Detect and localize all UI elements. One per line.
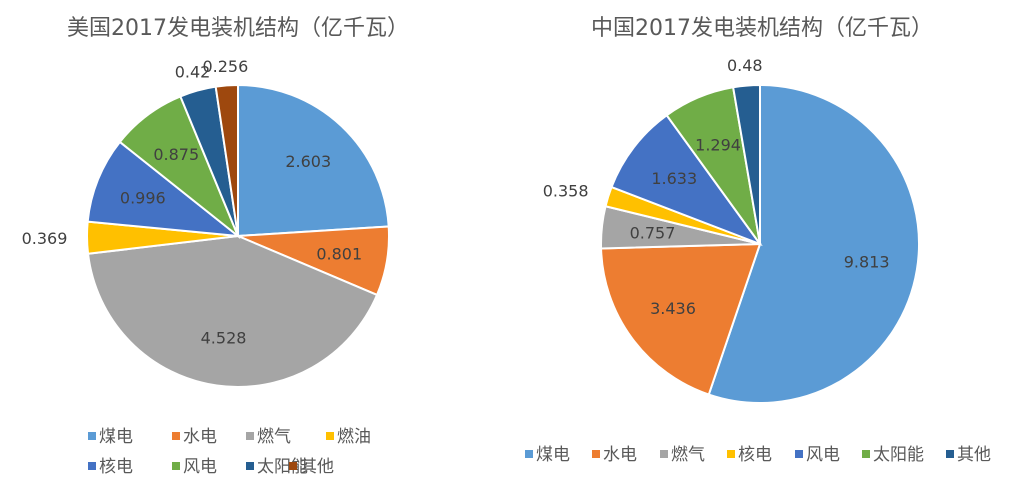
data-label-4: 1.633 [651,169,697,188]
pie-slice-0 [707,83,921,404]
legend-label-7: 其他 [300,457,334,477]
pie-slice-7 [214,83,239,237]
legend-label-0: 煤电 [99,427,133,447]
legend-swatch-3 [326,432,334,440]
data-label-1: 0.801 [316,244,362,263]
chart-title-china: 中国2017发电装机结构（亿千瓦） [591,16,933,41]
legend-swatch-5 [862,450,870,458]
data-label-0: 2.603 [285,152,331,171]
pie-slice-2 [86,234,379,388]
data-label-3: 0.358 [543,181,589,200]
data-label-2: 4.528 [201,329,247,348]
data-label-3: 0.369 [22,229,68,248]
legend-label-3: 核电 [738,445,772,465]
legend-label-2: 燃气 [257,427,291,447]
legend-label-4: 风电 [806,445,840,465]
data-label-7: 0.256 [202,57,248,76]
legend-label-6: 其他 [957,445,991,465]
legend-swatch-0 [525,450,533,458]
legend-swatch-2 [660,450,668,458]
legend-swatch-6 [246,462,254,470]
legend-label-4: 核电 [99,457,133,477]
legend-swatch-4 [795,450,803,458]
data-label-5: 1.294 [695,135,741,154]
pie-slice-0 [237,83,390,238]
data-label-2: 0.757 [630,224,676,243]
legend-china: 煤电 水电 燃气 核电 风电 太阳能 其他 [525,445,991,465]
data-label-4: 0.996 [120,189,166,208]
data-label-1: 3.436 [650,299,696,318]
pie-us: 2.603 0.801 4.528 0.369 0.996 0.875 0.420.256 [22,57,390,388]
chart-title-us: 美国2017发电装机结构（亿千瓦） [67,16,409,41]
legend-swatch-6 [946,450,954,458]
legend-label-5: 太阳能 [873,445,924,465]
legend-swatch-3 [727,450,735,458]
legend-label-2: 燃气 [671,445,705,465]
pie-slice-4 [86,140,242,238]
data-label-5: 0.875 [153,145,199,164]
legend-label-1: 水电 [183,427,217,447]
legend-swatch-2 [246,432,254,440]
legend-swatch-0 [88,432,96,440]
legend-swatch-1 [592,450,600,458]
pie-slice-4 [610,113,763,247]
pie-china: 9.813 3.436 0.757 0.358 1.633 1.294 0.48 [543,56,921,404]
data-label-0: 9.813 [844,253,890,272]
legend-label-5: 风电 [183,457,217,477]
legend-swatch-1 [172,432,180,440]
pie-slice-6 [731,83,761,245]
pie-slice-1 [600,242,762,396]
legend-label-1: 水电 [603,445,637,465]
legend-label-3: 燃油 [337,427,371,447]
legend-swatch-7 [289,462,297,470]
legend-label-0: 煤电 [536,445,570,465]
data-label-6: 0.48 [727,56,763,75]
legend-swatch-5 [172,462,180,470]
legend-swatch-4 [88,462,96,470]
data-label-6: 0.42 [175,63,211,82]
